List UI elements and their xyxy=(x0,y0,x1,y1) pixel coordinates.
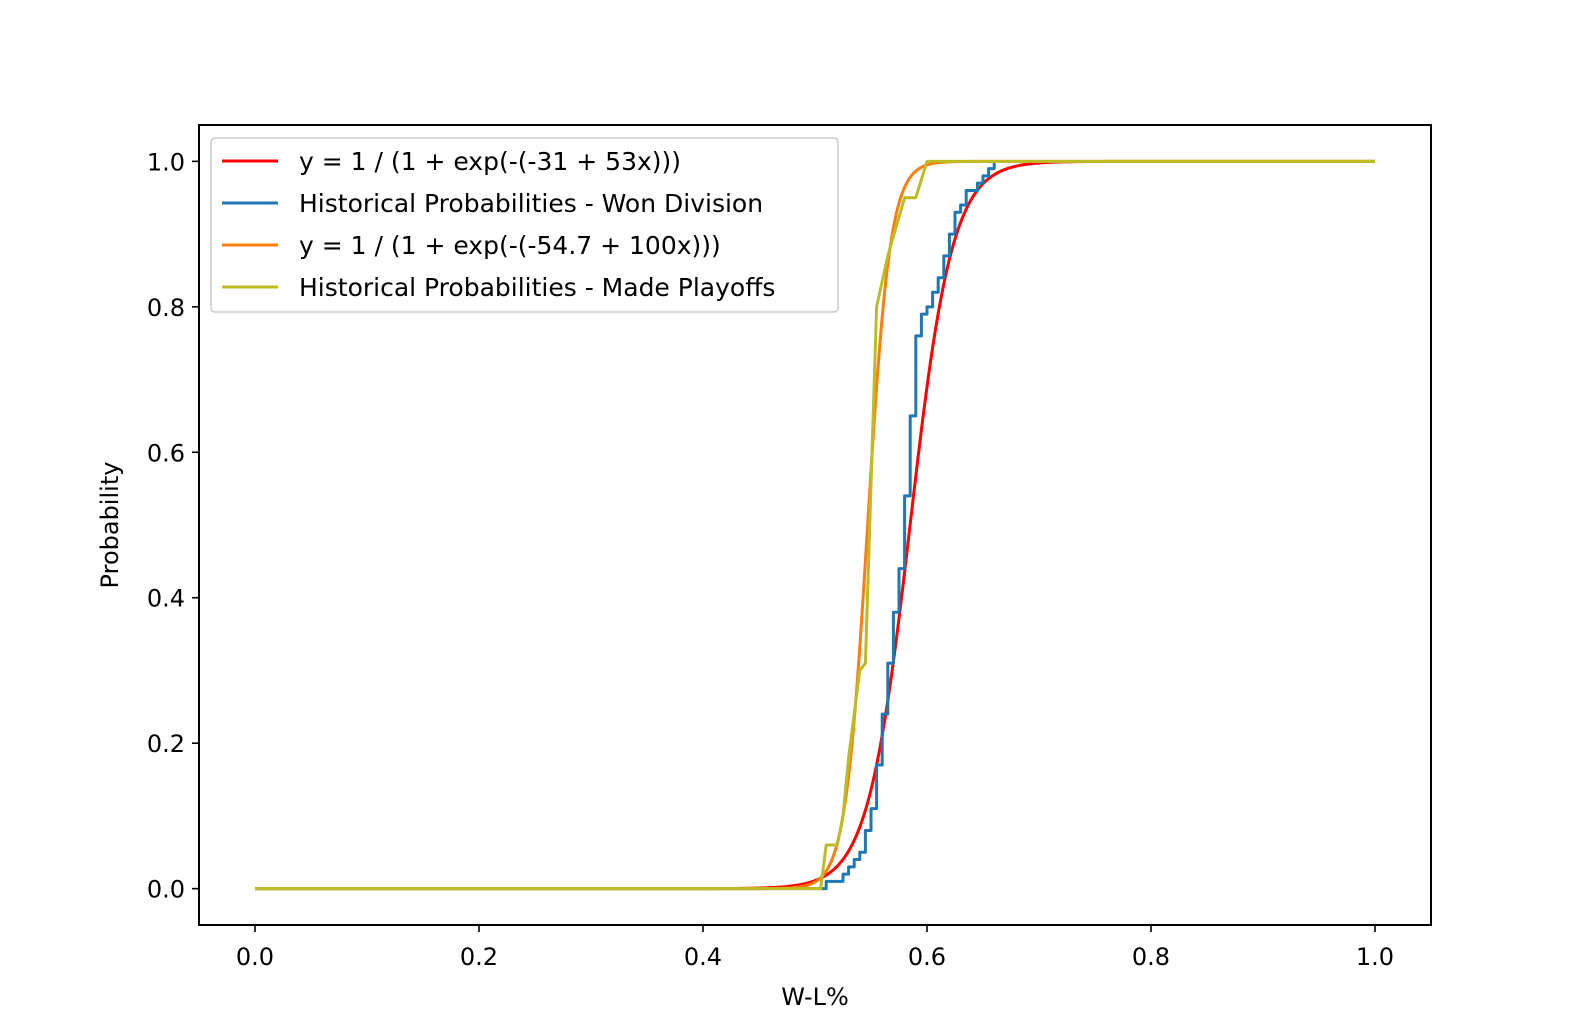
x-tick-label: 0.6 xyxy=(908,943,946,971)
y-axis-label: Probability xyxy=(96,462,124,589)
x-tick-label: 0.2 xyxy=(460,943,498,971)
y-tick-label: 0.0 xyxy=(147,876,185,904)
x-tick-label: 0.0 xyxy=(236,943,274,971)
series-line-2 xyxy=(255,161,996,891)
legend-label: y = 1 / (1 + exp(-(-54.7 + 100x))) xyxy=(299,231,721,260)
x-tick-label: 1.0 xyxy=(1356,943,1394,971)
plot-lines-layer xyxy=(255,159,1375,891)
y-tick-label: 0.2 xyxy=(147,730,185,758)
y-tick-label: 0.6 xyxy=(147,439,185,467)
series-line-4 xyxy=(255,159,1375,891)
legend-label: y = 1 / (1 + exp(-(-31 + 53x))) xyxy=(299,147,681,176)
legend-label: Historical Probabilities - Made Playoffs xyxy=(299,273,775,302)
y-tick-label: 1.0 xyxy=(147,148,185,176)
x-tick-label: 0.8 xyxy=(1132,943,1170,971)
y-tick-label: 0.4 xyxy=(147,585,185,613)
legend: y = 1 / (1 + exp(-(-31 + 53x))) Historica… xyxy=(210,137,839,313)
x-axis-label: W-L% xyxy=(781,983,849,1011)
plot-frame xyxy=(198,124,1432,926)
legend-box xyxy=(210,137,839,313)
y-tick-label: 0.8 xyxy=(147,294,185,322)
x-tick-label: 0.4 xyxy=(684,943,722,971)
axes-layer: 0.0 0.2 0.4 0.6 0.8 1.0 0.0 0.2 0.4 0.6 0.8 1.0 xyxy=(147,148,1394,971)
legend-label: Historical Probabilities - Won Division xyxy=(299,189,763,218)
